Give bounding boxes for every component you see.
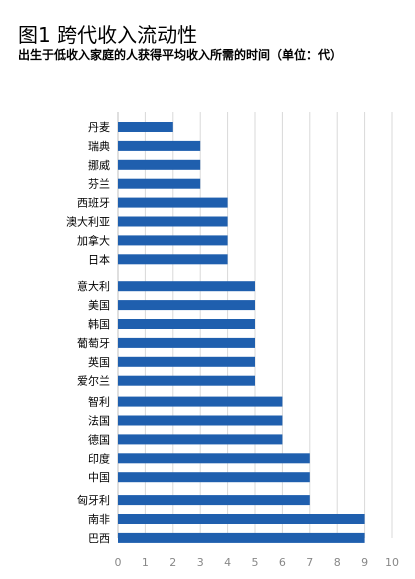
bars: [118, 122, 365, 543]
category-label-2: 挪威: [88, 158, 110, 172]
bar-0: [118, 122, 173, 132]
category-label-12: 英国: [88, 355, 110, 369]
bar-12: [118, 356, 255, 367]
x-tick-label-7: 7: [306, 556, 313, 569]
bar-16: [118, 434, 283, 445]
category-label-10: 韩国: [88, 317, 110, 331]
bar-5: [118, 216, 228, 227]
category-label-1: 瑞典: [88, 139, 110, 153]
x-tick-label-2: 2: [169, 556, 176, 569]
category-label-5: 澳大利亚: [66, 215, 110, 229]
bar-2: [118, 159, 201, 170]
bar-3: [118, 178, 201, 189]
category-label-16: 德国: [88, 432, 110, 446]
category-label-15: 法国: [88, 414, 110, 428]
category-label-8: 意大利: [77, 279, 110, 293]
chart-subtitle: 出生于低收入家庭的人获得平均收入所需的时间（单位：代）: [18, 48, 343, 62]
category-label-14: 智利: [88, 395, 110, 409]
category-label-9: 美国: [88, 299, 110, 312]
x-tick-labels: 0 1 2 3 4 5 6 7 8 9 10: [115, 556, 400, 569]
category-label-13: 爱尔兰: [77, 375, 110, 388]
category-label-4: 西班牙: [77, 197, 110, 210]
bar-14: [118, 396, 283, 407]
bar-15: [118, 415, 283, 426]
x-tick-label-6: 6: [279, 556, 286, 569]
bar-7: [118, 254, 228, 265]
x-tick-label-5: 5: [252, 556, 259, 569]
x-tick-label-8: 8: [334, 556, 341, 569]
bar-4: [118, 197, 228, 208]
x-tick-label-10: 10: [385, 556, 399, 569]
category-label-19: 匈牙利: [77, 493, 110, 507]
category-label-6: 加拿大: [77, 233, 110, 247]
category-label-7: 日本: [88, 252, 110, 266]
bar-11: [118, 337, 255, 348]
bar-17: [118, 453, 310, 464]
bar-10: [118, 319, 255, 329]
category-label-20: 南非: [88, 513, 110, 526]
bar-6: [118, 235, 228, 246]
bar-8: [118, 281, 255, 292]
bar-13: [118, 375, 255, 386]
x-tick-label-0: 0: [115, 556, 122, 569]
x-tick-label-3: 3: [197, 556, 204, 569]
bar-20: [118, 514, 365, 524]
bar-18: [118, 472, 310, 483]
x-tick-label-1: 1: [142, 556, 149, 569]
x-tick-label-4: 4: [224, 556, 231, 569]
bar-19: [118, 495, 310, 506]
x-tick-label-9: 9: [361, 556, 368, 569]
bar-1: [118, 140, 201, 151]
category-label-11: 葡萄牙: [77, 337, 110, 350]
bar-9: [118, 300, 255, 311]
category-labels: 丹麦瑞典挪威芬兰西班牙澳大利亚加拿大日本意大利美国韩国葡萄牙英国爱尔兰智利法国德…: [66, 121, 110, 545]
category-label-0: 丹麦: [88, 121, 110, 134]
bar-21: [118, 532, 365, 543]
category-label-21: 巴西: [88, 532, 110, 545]
category-label-18: 中国: [88, 471, 110, 484]
chart-title: 图1 跨代收入流动性: [18, 23, 198, 47]
category-label-3: 芬兰: [88, 178, 110, 191]
category-label-17: 印度: [88, 451, 110, 465]
